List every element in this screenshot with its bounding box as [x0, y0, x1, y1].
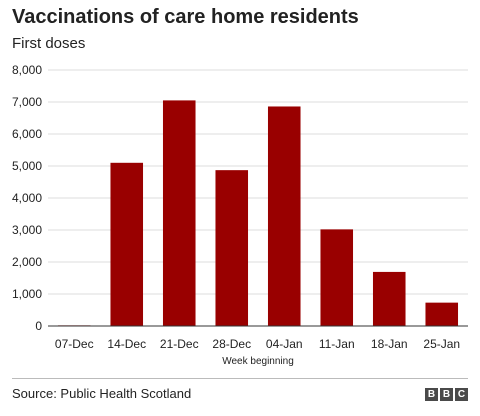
x-tick-label: 25-Jan: [423, 337, 460, 351]
logo-letter: B: [440, 388, 453, 401]
bar: [372, 271, 406, 326]
logo-letter: C: [455, 388, 468, 401]
y-tick-label: 1,000: [12, 287, 42, 301]
y-tick-label: 7,000: [12, 95, 42, 109]
y-tick-label: 6,000: [12, 127, 42, 141]
x-tick-label: 18-Jan: [371, 337, 408, 351]
bar-chart: 0 1,000 2,000 3,000 4,000 5,000 6,000 7,000 8,00…: [12, 63, 468, 367]
bar: [162, 100, 196, 327]
y-tick-label: 4,000: [12, 191, 42, 205]
bars: [57, 100, 459, 327]
bbc-logo: B B C: [425, 388, 468, 401]
x-tick-label: 14-Dec: [107, 337, 146, 351]
y-tick-label: 0: [35, 319, 42, 333]
source-note: Source: Public Health Scotland: [12, 386, 192, 401]
y-tick-label: 2,000: [12, 255, 42, 269]
footer-divider: [12, 378, 468, 379]
x-tick-label: 04-Jan: [266, 337, 303, 351]
bar: [425, 302, 459, 326]
y-tick-label: 5,000: [12, 159, 42, 173]
y-axis: 0 1,000 2,000 3,000 4,000 5,000 6,000 7,000 8,00…: [12, 63, 42, 333]
x-tick-label: 07-Dec: [55, 337, 94, 351]
bar: [110, 162, 144, 326]
chart-title: Vaccinations of care home residents: [12, 6, 359, 28]
logo-letter: B: [425, 388, 438, 401]
bar: [320, 229, 354, 326]
x-tick-label: 28-Dec: [212, 337, 251, 351]
y-tick-label: 8,000: [12, 63, 42, 77]
x-tick-label: 21-Dec: [160, 337, 199, 351]
y-tick-label: 3,000: [12, 223, 42, 237]
x-tick-label: 11-Jan: [319, 337, 355, 351]
bar: [215, 170, 249, 326]
x-axis-label: Week beginning: [222, 356, 294, 367]
x-axis: 07-Dec 14-Dec 21-Dec 28-Dec 04-Jan 11-Jan 18-J…: [55, 337, 460, 351]
bar: [267, 106, 301, 326]
chart-subtitle: First doses: [12, 35, 86, 52]
